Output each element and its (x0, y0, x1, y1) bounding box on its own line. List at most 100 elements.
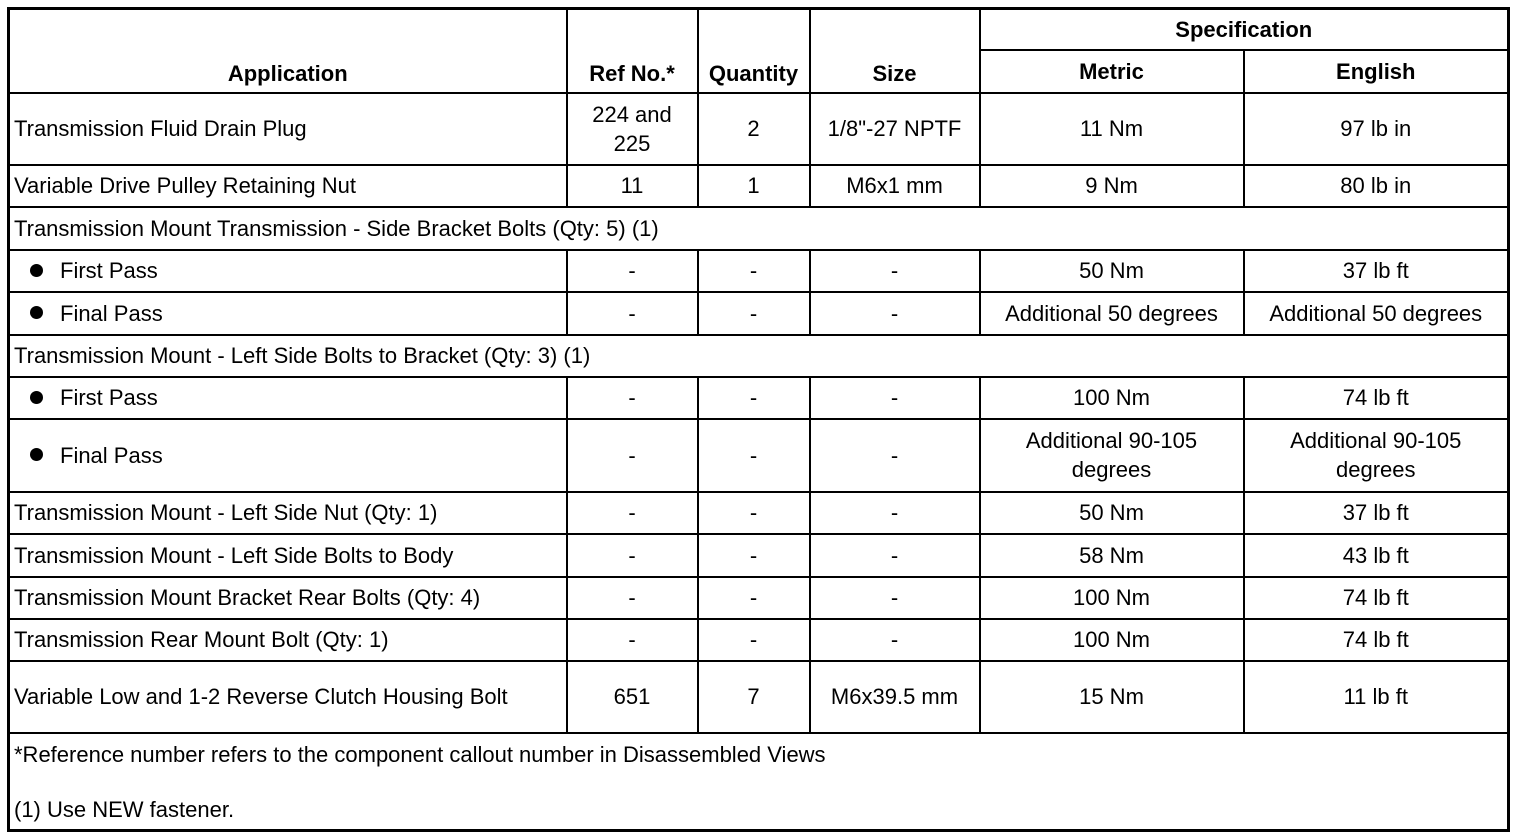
metric-cell: 11 Nm (978, 91, 1245, 166)
header-quantity: Quantity (696, 7, 811, 94)
table-row: First Pass - - -50 Nm 37 lb ft (7, 248, 1510, 293)
quantity-cell: - (696, 532, 811, 578)
bullet-icon (30, 306, 43, 320)
footnote: (1) Use NEW fastener. (14, 796, 235, 822)
table-row: Transmission Mount Bracket Rear Bolts (Q… (7, 575, 1510, 620)
size-cell: - (808, 617, 981, 662)
application-cell: Transmission Mount - Left Side Bolts to … (7, 333, 1510, 378)
ref-no-cell: - (565, 290, 699, 336)
quantity-cell: - (696, 375, 811, 420)
application-cell: Transmission Mount - Left Side Nut (Qty:… (7, 490, 568, 535)
quantity-cell: - (696, 617, 811, 662)
application-cell: Transmission Fluid Drain Plug (7, 91, 568, 166)
quantity-cell: 1 (696, 163, 811, 208)
metric-cell: 9 Nm (978, 163, 1245, 208)
size-cell: - (808, 248, 981, 293)
metric-cell: Additional 90-105 degrees (978, 417, 1245, 493)
application-text: Final Pass (60, 442, 163, 468)
english-cell: 97 lb in (1242, 91, 1510, 166)
ref-no-cell: 11 (565, 163, 699, 208)
table-row: Transmission Rear Mount Bolt (Qty: 1) - - -… (7, 617, 1510, 662)
quantity-cell: - (696, 490, 811, 535)
size-cell: - (808, 417, 981, 493)
application-cell: First Pass (7, 375, 568, 420)
quantity-cell: - (696, 290, 811, 336)
ref-no-cell: - (565, 575, 699, 620)
size-cell: - (808, 490, 981, 535)
english-cell: 74 lb ft (1242, 575, 1510, 620)
ref-no-cell: - (565, 617, 699, 662)
bullet-icon (30, 390, 43, 404)
header-size: Size (808, 7, 981, 94)
size-cell: - (808, 290, 981, 336)
group-header-row: Transmission Mount Transmission - Side B… (7, 205, 1510, 251)
application-cell: First Pass (7, 248, 568, 293)
table-row: Final Pass - - - Additional 90-105 degrees Ad… (7, 417, 1510, 493)
metric-cell: 100 Nm (978, 575, 1245, 620)
application-cell: Variable Low and 1-2 Reverse Clutch Hous… (7, 659, 568, 734)
table-row: Final Pass - - - Additional 50 degrees Additi… (7, 290, 1510, 336)
ref-no-cell: - (565, 490, 699, 535)
size-cell: 1/8"-27 NPTF (808, 91, 981, 166)
english-cell: 43 lb ft (1242, 532, 1510, 578)
application-cell: Variable Drive Pulley Retaining Nut (7, 163, 568, 208)
header-application: Application (7, 7, 568, 94)
size-cell: - (808, 532, 981, 578)
application-cell: Final Pass (7, 290, 568, 336)
group-header-row: Transmission Mount - Left Side Bolts to … (7, 333, 1510, 378)
ref-no-cell: - (565, 248, 699, 293)
english-cell: 37 lb ft (1242, 490, 1510, 535)
application-text: First Pass (60, 258, 158, 283)
english-cell: 74 lb ft (1242, 375, 1510, 420)
footnote: *Reference number refers to the componen… (14, 741, 826, 767)
quantity-cell: 2 (696, 91, 811, 166)
table-row: Variable Drive Pulley Retaining Nut 11 1 M6… (7, 163, 1510, 208)
header-english: English (1242, 48, 1510, 94)
header-metric: Metric (978, 48, 1245, 94)
application-cell: Final Pass (7, 417, 568, 493)
ref-no-cell: - (565, 375, 699, 420)
english-cell: Additional 90-105 degrees (1242, 417, 1510, 493)
torque-spec-table: Application Ref No.* Quantity Size Speci… (7, 7, 1511, 832)
header-ref-no: Ref No.* (565, 7, 699, 94)
english-cell: 74 lb ft (1242, 617, 1510, 662)
ref-no-cell: - (565, 532, 699, 578)
application-text: Final Pass (60, 300, 163, 326)
table-row: First Pass - - -100 Nm 74 lb ft (7, 375, 1510, 420)
table-row: Transmission Mount - Left Side Bolts to … (7, 532, 1510, 578)
application-cell: Transmission Mount Transmission - Side B… (7, 205, 1510, 251)
ref-no-cell: - (565, 417, 699, 493)
bullet-icon (30, 448, 43, 462)
quantity-cell: - (696, 248, 811, 293)
metric-cell: 100 Nm (978, 617, 1245, 662)
application-text: First Pass (60, 385, 158, 410)
metric-cell: 58 Nm (978, 532, 1245, 578)
application-cell: Transmission Mount Bracket Rear Bolts (Q… (7, 575, 568, 620)
metric-cell: 50 Nm (978, 490, 1245, 535)
table-row: Variable Low and 1-2 Reverse Clutch Hous… (7, 659, 1510, 734)
metric-cell: 100 Nm (978, 375, 1245, 420)
metric-cell: 15 Nm (978, 659, 1245, 734)
quantity-cell: - (696, 417, 811, 493)
bullet-icon (30, 263, 43, 277)
ref-no-cell: 224 and 225 (565, 91, 699, 166)
size-cell: M6x39.5 mm (808, 659, 981, 734)
footnote-row: *Reference number refers to the componen… (7, 731, 1510, 832)
application-cell: Transmission Rear Mount Bolt (Qty: 1) (7, 617, 568, 662)
metric-cell: Additional 50 degrees (978, 290, 1245, 336)
application-cell: Transmission Mount - Left Side Bolts to … (7, 532, 568, 578)
english-cell: 11 lb ft (1242, 659, 1510, 734)
table-row: Transmission Mount - Left Side Nut (Qty:… (7, 490, 1510, 535)
metric-cell: 50 Nm (978, 248, 1245, 293)
quantity-cell: - (696, 575, 811, 620)
size-cell: - (808, 575, 981, 620)
size-cell: M6x1 mm (808, 163, 981, 208)
ref-no-cell: 651 (565, 659, 699, 734)
header-specification: Specification (978, 7, 1510, 51)
quantity-cell: 7 (696, 659, 811, 734)
table-row: Transmission Fluid Drain Plug 224 and 225… (7, 91, 1510, 166)
english-cell: 80 lb in (1242, 163, 1510, 208)
footnotes: *Reference number refers to the componen… (7, 731, 1510, 832)
size-cell: - (808, 375, 981, 420)
english-cell: Additional 50 degrees (1242, 290, 1510, 336)
